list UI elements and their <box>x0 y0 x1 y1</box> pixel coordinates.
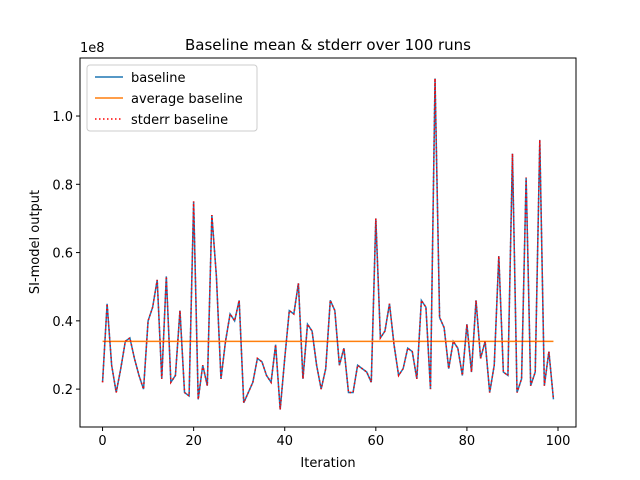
x-tick-label: 20 <box>185 434 202 449</box>
y-tick-label: 0.4 <box>52 315 73 330</box>
x-tick-label: 0 <box>98 434 106 449</box>
x-tick-label: 80 <box>459 434 476 449</box>
y-tick-label: 1.0 <box>52 110 73 125</box>
legend-label: stderr baseline <box>131 113 228 128</box>
x-tick-label: 40 <box>276 434 293 449</box>
legend-label: average baseline <box>131 92 243 107</box>
y-tick-label: 0.6 <box>52 247 73 262</box>
chart-title: Baseline mean & stderr over 100 runs <box>185 36 471 54</box>
legend-box <box>86 64 258 132</box>
x-axis-label: Iteration <box>300 456 355 471</box>
series-line <box>101 78 555 410</box>
y-axis-label: SI-model output <box>28 190 43 294</box>
plot-frame <box>79 57 577 428</box>
y-tick-label: 0.2 <box>52 383 73 398</box>
legend-label: baseline <box>131 71 185 86</box>
y-tick-label: 0.8 <box>52 178 73 193</box>
x-tick-label: 60 <box>368 434 385 449</box>
y-offset-label: 1e8 <box>80 41 105 56</box>
x-tick-label: 100 <box>546 434 571 449</box>
